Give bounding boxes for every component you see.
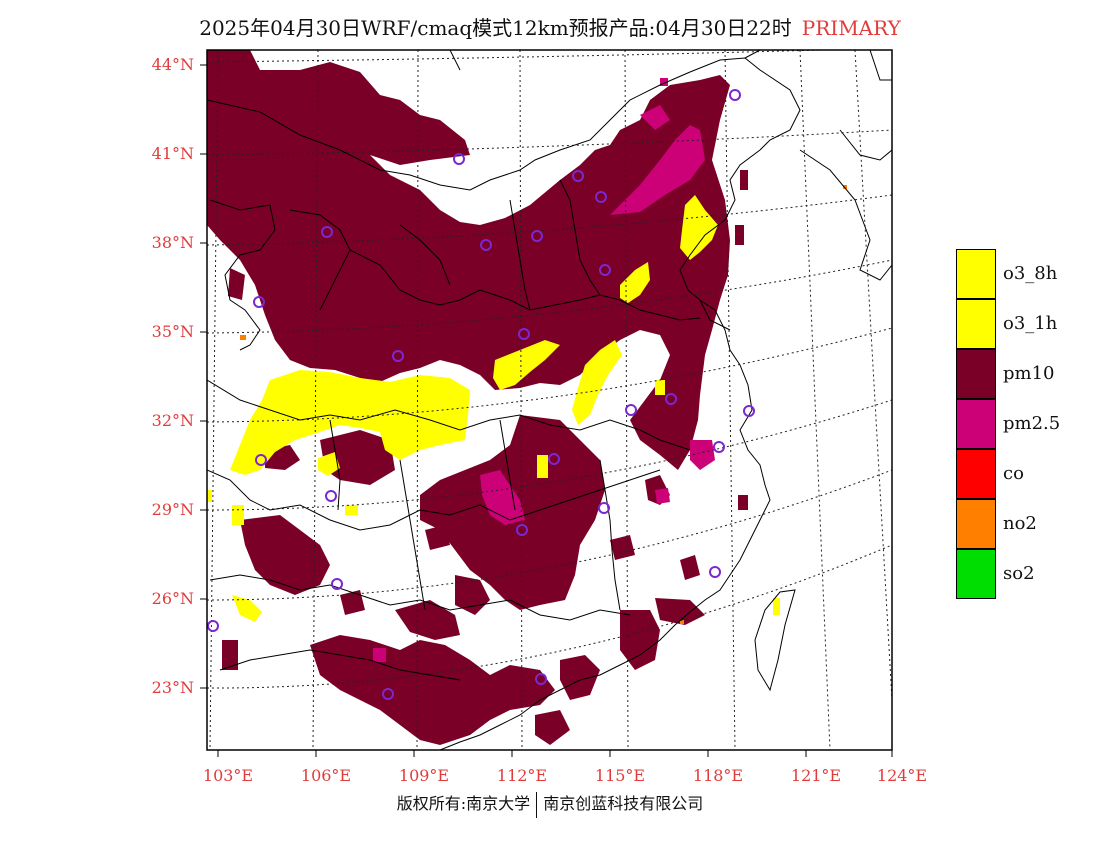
legend-label-so2: so2	[1003, 563, 1035, 584]
lon-label-118: 118°E	[692, 766, 744, 785]
copyright-right: 南京创蓝科技有限公司	[543, 794, 704, 813]
copyright-separator	[536, 791, 538, 818]
legend-swatch-pm25	[956, 399, 996, 449]
legend-swatch-pm10	[956, 349, 996, 399]
map-frame	[200, 49, 893, 757]
pollutant-label: PRIMARY	[801, 16, 901, 40]
pm25-area	[373, 78, 715, 662]
lat-label-35: 35°N	[151, 322, 194, 341]
graticule	[207, 50, 892, 750]
copyright-left: 版权所有:南京大学	[396, 794, 531, 813]
chart-title: 2025年04月30日WRF/cmaq模式12km预报产品:04月30日22时 P…	[0, 12, 1100, 41]
legend-swatch-no2	[956, 499, 996, 549]
legend-swatch-o3-1h	[956, 299, 996, 349]
lat-label-29: 29°N	[151, 500, 194, 519]
lon-label-112: 112°E	[496, 766, 548, 785]
lat-label-32: 32°N	[151, 411, 194, 430]
legend-swatch-so2	[956, 549, 996, 599]
legend-swatch-co	[956, 449, 996, 499]
legend-swatch-o3-8h	[956, 249, 996, 299]
lat-label-38: 38°N	[151, 233, 194, 252]
title-text: 2025年04月30日WRF/cmaq模式12km预报产品:04月30日22时	[199, 16, 792, 40]
no2-area	[240, 185, 847, 624]
lon-label-124: 124°E	[876, 766, 928, 785]
map-layers	[207, 50, 892, 750]
legend-label-pm25: pm2.5	[1003, 413, 1061, 434]
station-markers	[207, 89, 755, 700]
lat-label-41: 41°N	[151, 144, 194, 163]
lat-label-44: 44°N	[151, 55, 194, 74]
pm10-area	[207, 50, 748, 745]
legend-label-co: co	[1003, 463, 1024, 484]
lon-label-109: 109°E	[398, 766, 450, 785]
boundaries	[207, 50, 892, 750]
lat-label-26: 26°N	[151, 589, 194, 608]
legend-label-no2: no2	[1003, 513, 1037, 534]
o3-area	[207, 195, 780, 622]
legend-label-o3-8h: o3_8h	[1003, 263, 1058, 284]
lon-label-103: 103°E	[202, 766, 254, 785]
legend-label-o3-1h: o3_1h	[1003, 313, 1058, 334]
copyright: 版权所有:南京大学 南京创蓝科技有限公司	[0, 790, 1100, 818]
lat-label-23: 23°N	[151, 678, 194, 697]
lon-label-121: 121°E	[790, 766, 842, 785]
legend-label-pm10: pm10	[1003, 363, 1055, 384]
lon-label-115: 115°E	[594, 766, 646, 785]
lon-label-106: 106°E	[300, 766, 352, 785]
